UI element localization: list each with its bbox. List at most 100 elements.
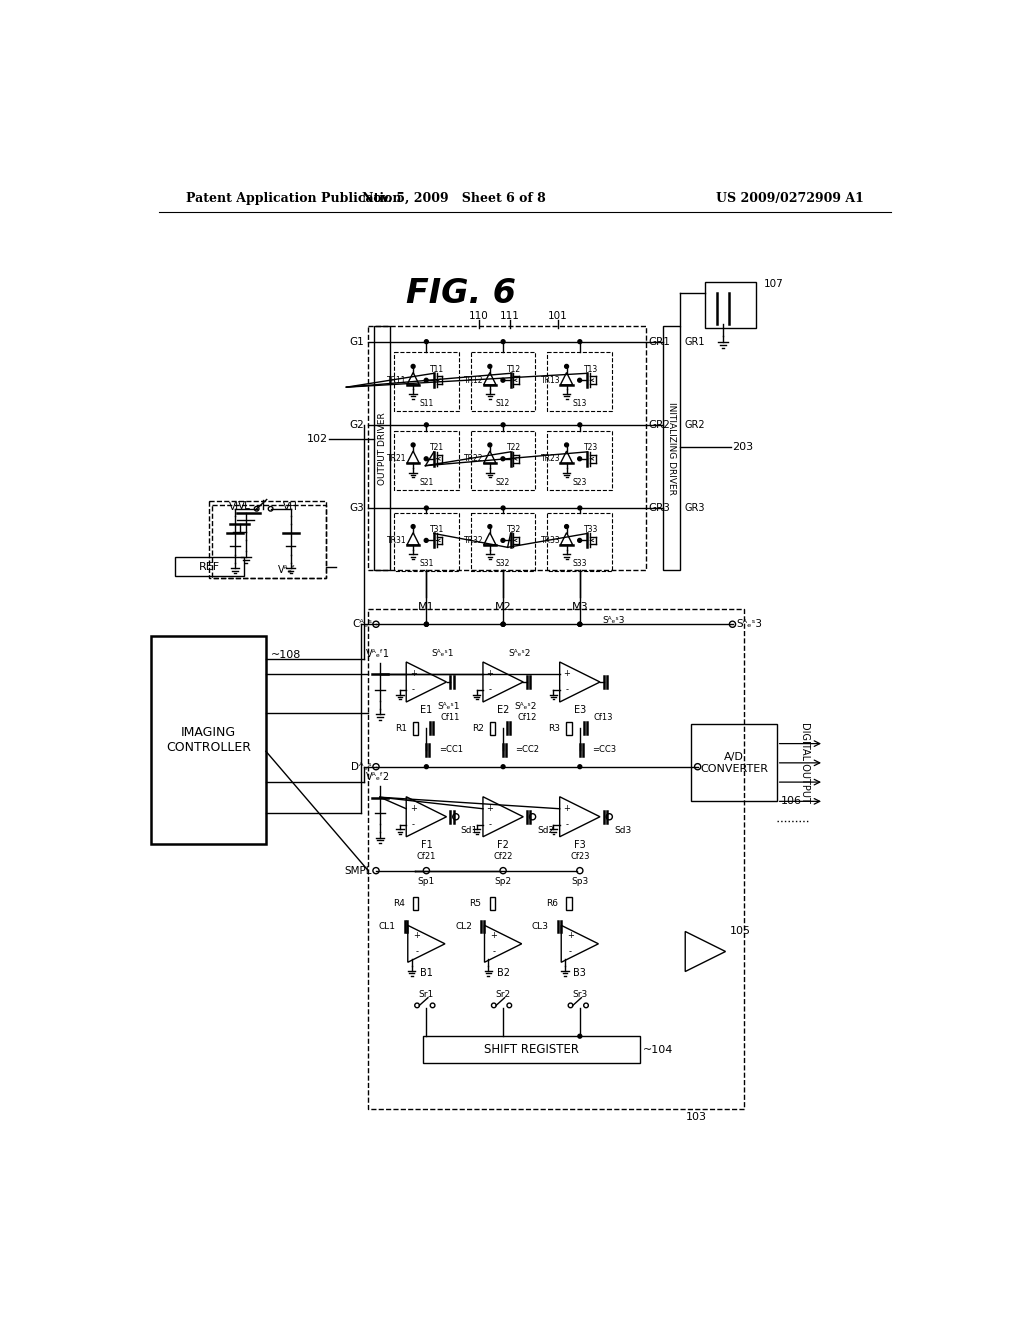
Bar (566, 898, 571, 911)
Bar (174, 557, 245, 576)
Circle shape (578, 622, 582, 626)
Text: +: + (414, 931, 421, 940)
Bar (413, 722, 418, 735)
Bar (394, 352, 459, 411)
Text: B1: B1 (420, 969, 433, 978)
Circle shape (501, 764, 505, 768)
Text: INITIALIZING DRIVER: INITIALIZING DRIVER (667, 401, 676, 495)
Text: -: - (565, 685, 568, 694)
Circle shape (487, 444, 492, 447)
Text: B3: B3 (573, 969, 587, 978)
Circle shape (578, 339, 582, 343)
Text: Sᴬₑˢ3: Sᴬₑˢ3 (603, 616, 626, 624)
Circle shape (424, 539, 428, 543)
Circle shape (578, 764, 582, 768)
Circle shape (501, 506, 505, 510)
Text: G3: G3 (349, 503, 365, 513)
Text: Cf11: Cf11 (440, 713, 460, 722)
Text: REF: REF (199, 561, 220, 572)
Text: S32: S32 (496, 560, 510, 569)
Text: CL3: CL3 (531, 923, 549, 932)
Text: -: - (488, 685, 492, 694)
Text: ~104: ~104 (643, 1044, 674, 1055)
Text: 110: 110 (469, 312, 488, 321)
Text: T13: T13 (584, 364, 598, 374)
Bar (548, 352, 612, 411)
Text: +: + (410, 804, 417, 813)
Text: CL1: CL1 (379, 923, 395, 932)
Text: R2: R2 (472, 723, 483, 733)
Text: Vᴬₑᶠ2: Vᴬₑᶠ2 (367, 772, 390, 783)
Circle shape (564, 524, 568, 528)
Bar (471, 430, 536, 490)
Text: -: - (493, 948, 496, 957)
Text: TR22: TR22 (464, 454, 483, 463)
Text: ~108: ~108 (271, 649, 302, 660)
Text: M2: M2 (495, 602, 511, 611)
Text: E3: E3 (573, 705, 586, 715)
Text: FIG. 6: FIG. 6 (407, 277, 516, 310)
Text: G1: G1 (349, 337, 365, 347)
Text: VL: VL (238, 500, 251, 511)
Text: Sp3: Sp3 (571, 876, 589, 886)
Text: Sr3: Sr3 (572, 990, 588, 999)
Text: =CC2: =CC2 (515, 746, 540, 754)
Text: R3: R3 (549, 723, 560, 733)
Bar (566, 722, 571, 735)
Circle shape (501, 457, 505, 461)
Text: GR1: GR1 (684, 337, 705, 347)
Text: SMPL: SMPL (345, 866, 372, 875)
Bar (152, 636, 266, 843)
Text: =CC3: =CC3 (592, 746, 616, 754)
Text: Sp1: Sp1 (418, 876, 435, 886)
Circle shape (501, 622, 505, 626)
Circle shape (578, 622, 582, 626)
Circle shape (578, 539, 582, 543)
Circle shape (501, 622, 505, 626)
Bar (423, 1036, 640, 1063)
Circle shape (424, 422, 428, 426)
Text: =CC1: =CC1 (438, 746, 463, 754)
Text: F3: F3 (573, 840, 586, 850)
Circle shape (424, 379, 428, 383)
Circle shape (501, 622, 505, 626)
Text: F1: F1 (421, 840, 432, 850)
Bar (706, 281, 756, 327)
Text: S33: S33 (572, 560, 587, 569)
Text: 102: 102 (307, 434, 328, 445)
Text: -: - (412, 685, 415, 694)
Bar (369, 609, 744, 1109)
Text: +: + (410, 669, 417, 678)
Text: M3: M3 (571, 602, 588, 611)
Text: Sd3: Sd3 (614, 826, 631, 836)
Text: DIGITAL OUTPUT: DIGITAL OUTPUT (800, 722, 810, 804)
Circle shape (424, 457, 428, 461)
Text: Cf22: Cf22 (494, 853, 513, 861)
Bar (394, 430, 459, 490)
Text: TR33: TR33 (541, 536, 560, 545)
Circle shape (424, 622, 428, 626)
Text: VL: VL (228, 502, 242, 512)
Text: OUTPUT DRIVER: OUTPUT DRIVER (378, 412, 387, 484)
Text: A/D
CONVERTER: A/D CONVERTER (700, 752, 768, 774)
Text: F2: F2 (498, 840, 509, 850)
Circle shape (424, 339, 428, 343)
Circle shape (412, 524, 415, 528)
Text: Cf23: Cf23 (570, 853, 590, 861)
Text: T32: T32 (507, 525, 521, 533)
Text: -: - (488, 820, 492, 829)
Text: B2: B2 (497, 969, 510, 978)
Text: +: + (567, 931, 574, 940)
Text: CL2: CL2 (456, 923, 472, 932)
Text: R1: R1 (395, 723, 407, 733)
Text: -: - (416, 948, 419, 957)
Text: T31: T31 (430, 525, 444, 533)
Circle shape (578, 457, 582, 461)
Bar (209, 502, 326, 578)
Bar (489, 722, 495, 735)
Text: Sp2: Sp2 (495, 876, 512, 886)
Circle shape (578, 379, 582, 383)
Circle shape (424, 506, 428, 510)
Text: Sᴬₑˢ3: Sᴬₑˢ3 (736, 619, 763, 630)
Text: Sᴬₑˢ2: Sᴬₑˢ2 (508, 649, 530, 659)
